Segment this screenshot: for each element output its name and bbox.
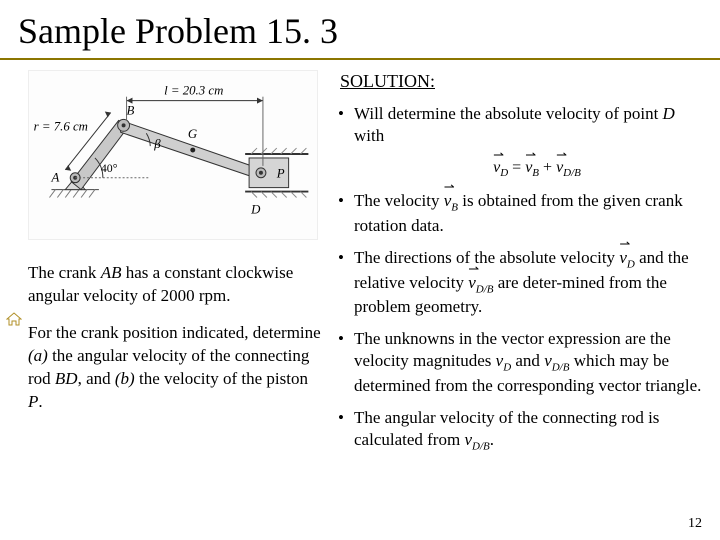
problem-statement: The crank AB has a constant clockwise an… [28,262,328,414]
bullet-4: • The unknowns in the vector expression … [338,328,706,397]
content-area: r = 7.6 cm l = 20.3 cm 40° β A B G D P T… [0,60,720,464]
r-label: r = 7.6 cm [34,119,88,133]
page-number: 12 [688,516,702,532]
right-column: SOLUTION: • Will determine the absolute … [338,70,706,464]
label-A: A [50,171,59,185]
velocity-equation: vD = vB + vD/B [368,158,706,180]
bullet-1: • Will determine the absolute velocity o… [338,103,706,147]
bullet-5: • The angular velocity of the connecting… [338,407,706,454]
title-bar: Sample Problem 15. 3 [0,0,720,60]
label-P: P [276,167,285,181]
bullet-2: • The velocity vB is obtained from the g… [338,190,706,237]
problem-p2: For the crank position indicated, determ… [28,322,322,414]
bullet-3: • The directions of the absolute velocit… [338,247,706,318]
angle-label: 40° [101,161,118,175]
l-label: l = 20.3 cm [164,84,223,98]
label-B: B [127,103,135,117]
label-D: D [250,202,261,216]
left-column: r = 7.6 cm l = 20.3 cm 40° β A B G D P T… [28,70,328,464]
solution-heading: SOLUTION: [340,70,706,93]
page-title: Sample Problem 15. 3 [18,10,720,52]
label-G: G [188,127,197,141]
problem-p1: The crank AB has a constant clockwise an… [28,262,322,308]
mechanism-figure: r = 7.6 cm l = 20.3 cm 40° β A B G D P [28,70,318,240]
beta-label: β [153,137,161,151]
home-icon[interactable] [6,312,22,326]
figure-svg: r = 7.6 cm l = 20.3 cm 40° β A B G D P [29,71,317,239]
